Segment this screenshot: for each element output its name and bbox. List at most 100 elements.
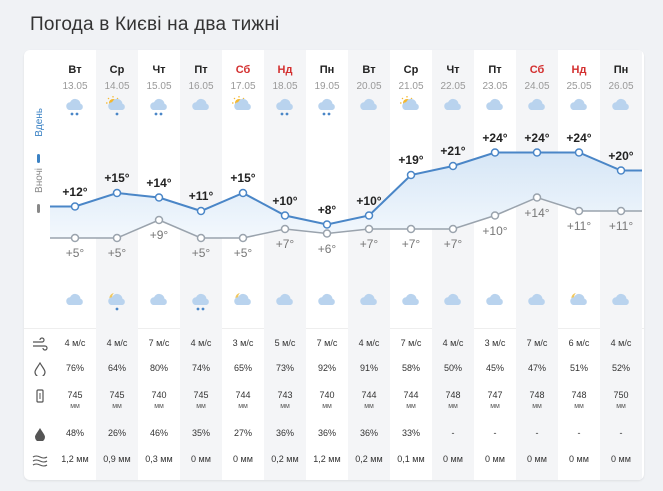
night-temp-label: +14° <box>524 205 550 220</box>
night-temp-point <box>616 206 626 216</box>
day-column[interactable]: Нд 18.05 +10° +7° 5 м/с 73% 743 мм 36% 0,2 мм <box>264 50 306 480</box>
day-temp-label: +24° <box>566 130 592 145</box>
night-temp-point <box>322 229 332 238</box>
metric-precip-chance: - <box>535 428 539 438</box>
metric-humidity: 73% <box>275 363 294 373</box>
day-column[interactable]: Сб 17.05 +15° +5° 3 м/с 65% 744 мм 27% 0 мм <box>222 50 264 480</box>
night-temp-label: +7° <box>359 237 379 251</box>
rain-cloud-icon <box>276 98 293 116</box>
day-temp-point <box>448 161 458 171</box>
day-temp-label: +24° <box>482 130 508 145</box>
metric-pressure: 748 мм <box>516 390 558 412</box>
day-column[interactable]: Пт 16.05 +11° +5° 4 м/с 74% 745 мм 35% 0 мм <box>180 50 222 480</box>
temperature-band <box>50 152 642 238</box>
day-column[interactable]: Чт 22.05 +21° +7° 4 м/с 50% 748 мм - 0 мм <box>432 50 474 480</box>
legend-night-marker <box>37 204 40 213</box>
pressure-unit: мм <box>406 403 416 410</box>
metric-precip: 0,9 мм <box>103 454 131 464</box>
pressure-value: 750 <box>613 390 629 400</box>
pressure-unit: мм <box>364 403 374 410</box>
night-temp-label: +5° <box>107 246 127 260</box>
day-temp-label: +19° <box>398 153 424 167</box>
night-temp-label: +11° <box>608 219 634 233</box>
day-temp-label: +8° <box>317 202 337 217</box>
day-column[interactable]: Нд 25.05 +24° +11° 6 м/с 51% 748 мм - 0 мм <box>558 50 600 480</box>
metric-precip: 0,1 мм <box>397 454 425 464</box>
rain-cloud-icon <box>150 98 167 116</box>
cloud-icon <box>150 293 167 305</box>
day-column[interactable]: Пт 23.05 +24° +10° 3 м/с 45% 747 мм - 0 мм <box>474 50 516 480</box>
day-column[interactable]: Ср 14.05 +15° +5° 4 м/с 64% 745 мм 26% 0,9 мм <box>96 50 138 480</box>
day-name: Нд <box>571 64 587 76</box>
day-name: Пн <box>319 64 335 76</box>
day-date: 25.05 <box>566 81 592 92</box>
metric-pressure: 744 мм <box>390 390 432 412</box>
pressure-value: 745 <box>109 390 125 400</box>
metric-humidity: 51% <box>569 363 588 373</box>
metric-precip-chance: 27% <box>233 428 252 438</box>
day-temp-point <box>322 220 332 229</box>
day-temp-label: +15° <box>104 171 130 185</box>
metric-pressure: 743 мм <box>264 390 306 412</box>
day-date: 26.05 <box>608 81 634 92</box>
pressure-value: 747 <box>487 390 503 400</box>
day-temp-label: +10° <box>272 193 298 208</box>
day-temp-point <box>532 148 542 157</box>
day-column[interactable]: Вт 13.05 +12° +5° 4 м/с 76% 745 мм 48% 1,2 мм <box>54 50 96 480</box>
pressure-unit: мм <box>196 403 206 410</box>
day-date: 20.05 <box>356 81 382 92</box>
cloud-icon <box>192 98 209 110</box>
night-temp-label: +6° <box>317 241 337 256</box>
day-temp-label: +21° <box>440 144 466 158</box>
cloud-icon <box>318 293 335 305</box>
metric-pressure: 744 мм <box>348 390 390 412</box>
night-temp-point <box>112 233 122 243</box>
night-temp-point <box>574 206 584 216</box>
pressure-value: 740 <box>151 390 167 400</box>
pressure-value: 748 <box>571 390 587 400</box>
day-column[interactable]: Пн 19.05 +8° +6° 7 м/с 92% 740 мм 36% 1,2 мм <box>306 50 348 480</box>
moon-cloud-icon <box>234 293 251 305</box>
sun-rain-icon <box>106 96 125 116</box>
pressure-unit: мм <box>238 403 248 410</box>
page-title: Погода в Києві на два тижні <box>30 14 280 35</box>
day-name: Ср <box>403 64 419 76</box>
metric-humidity: 45% <box>485 363 504 373</box>
day-column[interactable]: Ср 21.05 +19° +7° 7 м/с 58% 744 мм 33% 0,1 мм <box>390 50 432 480</box>
night-temp-label: +7° <box>401 237 421 251</box>
night-temp-label: +10° <box>482 223 508 238</box>
day-name: Пт <box>488 64 502 76</box>
day-column[interactable]: Пн 26.05 +20° +11° 4 м/с 52% 750 мм - 0 мм <box>600 50 642 480</box>
night-temp-point <box>238 233 248 243</box>
rain-cloud-icon <box>192 293 209 311</box>
cloud-icon <box>360 293 377 305</box>
night-temp-point <box>406 224 416 234</box>
day-temp-point <box>112 188 122 198</box>
metric-precip-chance: 35% <box>191 428 210 438</box>
night-temp-point <box>448 224 458 234</box>
day-column[interactable]: Вт 20.05 +10° +7° 4 м/с 91% 744 мм 36% 0,2 мм <box>348 50 390 480</box>
day-temp-label: +11° <box>188 189 214 203</box>
night-temp-label: +7° <box>275 237 295 251</box>
metric-humidity: 76% <box>65 363 84 373</box>
metric-precip: 0,2 мм <box>355 454 383 464</box>
cloud-icon <box>360 98 377 110</box>
day-temp-label: +20° <box>608 148 634 163</box>
day-column[interactable]: Сб 24.05 +24° +14° 7 м/с 47% 748 мм - 0 мм <box>516 50 558 480</box>
column-stripe <box>516 50 558 480</box>
metric-precip-chance: 26% <box>107 428 126 438</box>
pressure-unit: мм <box>616 403 626 410</box>
metric-pressure: 748 мм <box>558 390 600 412</box>
metric-precip-chance: - <box>451 428 455 438</box>
day-column[interactable]: Чт 15.05 +14° +9° 7 м/с 80% 740 мм 46% 0,3 мм <box>138 50 180 480</box>
legend-day: Вдень <box>32 108 48 163</box>
day-temp-point <box>280 211 290 220</box>
day-temp-point <box>574 148 584 157</box>
day-name: Сб <box>235 64 251 76</box>
moon-cloud-icon <box>570 293 587 305</box>
metric-humidity: 65% <box>233 363 252 373</box>
metric-precip: 0 мм <box>569 454 589 464</box>
pressure-unit: мм <box>112 403 122 410</box>
wind-icon <box>33 337 48 351</box>
cloud-icon <box>528 98 545 110</box>
